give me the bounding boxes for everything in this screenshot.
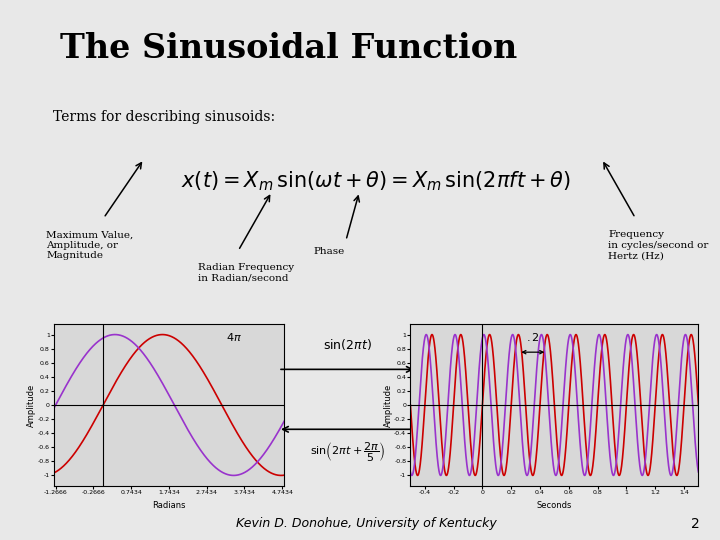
Y-axis label: Amplitude: Amplitude [27,383,36,427]
Text: Radian Frequency
in Radian/second: Radian Frequency in Radian/second [198,263,294,282]
Text: $\sin\!\left(2\pi t + \dfrac{2\pi}{5}\right)$: $\sin\!\left(2\pi t + \dfrac{2\pi}{5}\ri… [310,441,385,464]
Text: 2: 2 [690,517,700,531]
Text: $.2$: $.2$ [526,331,539,343]
Y-axis label: Amplitude: Amplitude [384,383,392,427]
X-axis label: Radians: Radians [153,501,186,510]
Text: Terms for describing sinusoids:: Terms for describing sinusoids: [53,110,275,124]
X-axis label: Seconds: Seconds [536,501,572,510]
Text: Frequency
in cycles/second or
Hertz (Hz): Frequency in cycles/second or Hertz (Hz) [608,231,708,260]
Text: Maximum Value,
Amplitude, or
Magnitude: Maximum Value, Amplitude, or Magnitude [46,231,134,260]
Text: $x(t) = X_m\,\sin(\omega t + \theta) = X_m\,\sin(2\pi ft + \theta)$: $x(t) = X_m\,\sin(\omega t + \theta) = X… [181,170,571,193]
Text: $4\pi$: $4\pi$ [225,331,242,343]
Text: Phase: Phase [313,247,345,255]
Text: $\sin(2\pi t)$: $\sin(2\pi t)$ [323,336,372,352]
Text: The Sinusoidal Function: The Sinusoidal Function [60,32,517,65]
Text: Kevin D. Donohue, University of Kentucky: Kevin D. Donohue, University of Kentucky [236,517,497,530]
